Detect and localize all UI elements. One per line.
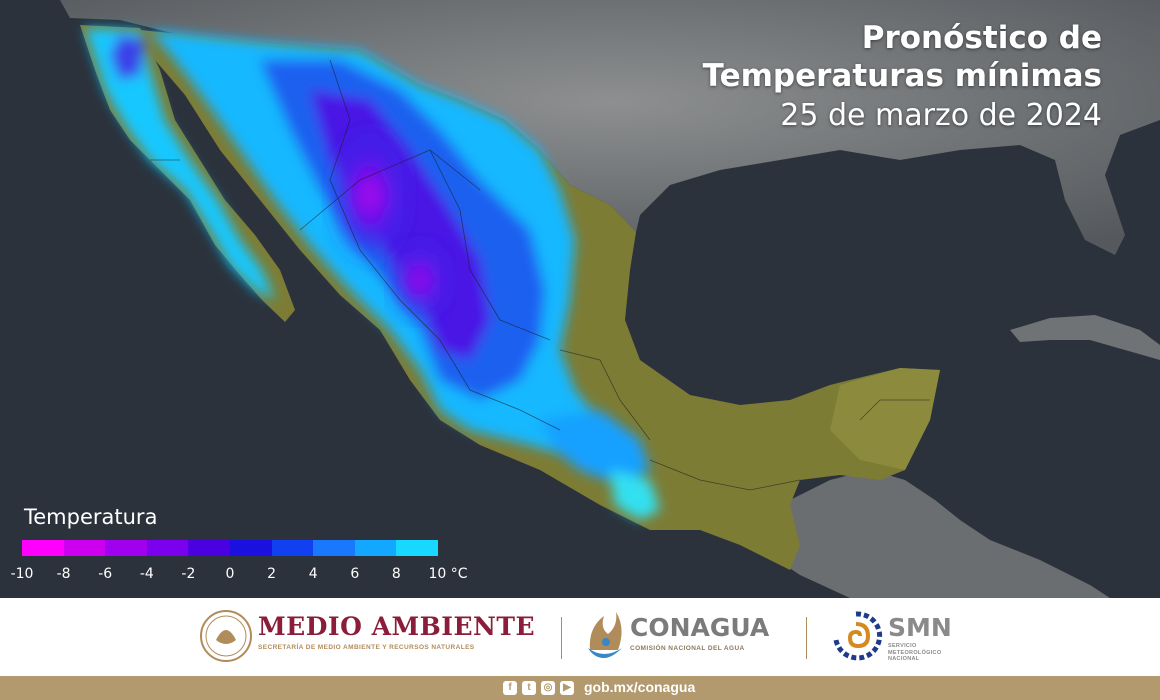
legend-swatch: [354, 540, 397, 556]
legend-tick-label: -10: [10, 566, 34, 582]
map-title-line2: Temperaturas mínimas: [702, 58, 1102, 94]
legend-swatch: [188, 540, 230, 556]
central-america-landmass: [770, 470, 1110, 598]
yucatan-peninsula: [830, 368, 940, 470]
footer-divider: [561, 617, 562, 659]
coldest-zone-south: [390, 240, 450, 320]
smn-logo-text: SMN: [888, 613, 952, 642]
legend-title: Temperatura: [24, 505, 158, 529]
legend-swatch: [146, 540, 189, 556]
medio-ambiente-logo-text: MEDIO AMBIENTE: [258, 612, 536, 641]
facebook-icon[interactable]: f: [503, 681, 517, 695]
legend-tick-label: -2: [181, 566, 196, 582]
mexico-seal-icon: [200, 610, 252, 662]
map-title-line1: Pronóstico de: [861, 20, 1102, 56]
coldest-zone: [330, 125, 410, 265]
legend-tick-label: -4: [139, 566, 154, 582]
color-scale: [22, 540, 438, 556]
legend-swatch: [229, 540, 272, 556]
legend-tick-label: -6: [98, 566, 113, 582]
state-borders: [150, 59, 930, 491]
color-scale-ticks: -10 -8 -6 -4 -2 0 2 4 6 8 10 °C: [0, 566, 480, 586]
usa-landmass: [60, 0, 1160, 255]
legend-tick-label: -8: [56, 566, 71, 582]
legend-swatch: [271, 540, 314, 556]
legend-tick-label: 2: [267, 566, 277, 582]
legend-swatch: [396, 540, 438, 556]
smn-subtitle: SERVICIO METEOROLÓGICO NACIONAL: [888, 643, 942, 662]
legend-tick-label: 10 °C: [428, 566, 468, 582]
legend-swatch: [22, 540, 64, 556]
legend-tick-label: 8: [391, 566, 401, 582]
legend-swatch: [313, 540, 355, 556]
smn-logo-icon: [833, 611, 883, 661]
conagua-logo-text: CONAGUA: [630, 613, 770, 642]
instagram-icon[interactable]: ◎: [541, 681, 555, 695]
medio-ambiente-subtitle: SECRETARÍA DE MEDIO AMBIENTE Y RECURSOS …: [258, 644, 475, 651]
footer-divider: [806, 617, 807, 659]
legend-tick-label: 6: [350, 566, 360, 582]
bottom-bar: f t ◎ ▶ gob.mx/conagua: [0, 676, 1160, 700]
website-link[interactable]: gob.mx/conagua: [584, 679, 696, 695]
forecast-date: 25 de marzo de 2024: [780, 98, 1102, 133]
legend-tick-label: 0: [225, 566, 235, 582]
legend-swatch: [105, 540, 147, 556]
youtube-icon[interactable]: ▶: [560, 681, 574, 695]
social-links: f t ◎ ▶: [503, 681, 574, 695]
legend-tick-label: 4: [308, 566, 318, 582]
conagua-subtitle: COMISIÓN NACIONAL DEL AGUA: [630, 645, 745, 652]
footer: MEDIO AMBIENTE SECRETARÍA DE MEDIO AMBIE…: [0, 598, 1160, 676]
cuba-landmass: [1010, 315, 1160, 360]
twitter-icon[interactable]: t: [522, 681, 536, 695]
temperature-map: Pronóstico de Temperaturas mínimas 25 de…: [0, 0, 1160, 598]
map-graphic: [60, 0, 1160, 598]
legend-swatch: [63, 540, 106, 556]
conagua-logo-icon: [588, 612, 622, 658]
